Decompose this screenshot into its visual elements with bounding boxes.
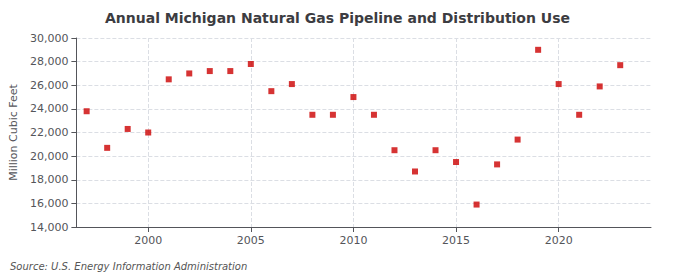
svg-text:2015: 2015	[442, 234, 470, 247]
svg-text:16,000: 16,000	[30, 197, 69, 210]
svg-text:22,000: 22,000	[30, 126, 69, 139]
svg-text:26,000: 26,000	[30, 79, 69, 92]
svg-text:30,000: 30,000	[30, 32, 69, 45]
svg-text:2000: 2000	[134, 234, 162, 247]
svg-text:20,000: 20,000	[30, 150, 69, 163]
svg-text:2005: 2005	[237, 234, 265, 247]
svg-text:18,000: 18,000	[30, 173, 69, 186]
svg-text:2010: 2010	[339, 234, 367, 247]
svg-text:28,000: 28,000	[30, 55, 69, 68]
svg-text:14,000: 14,000	[30, 221, 69, 234]
svg-text:Source: U.S. Energy Informatio: Source: U.S. Energy Information Administ…	[10, 261, 247, 272]
svg-text:2020: 2020	[545, 234, 573, 247]
svg-text:24,000: 24,000	[30, 102, 69, 115]
svg-text:Million Cubic Feet: Million Cubic Feet	[7, 83, 20, 180]
svg-text:Annual Michigan Natural Gas Pi: Annual Michigan Natural Gas Pipeline and…	[105, 10, 570, 26]
